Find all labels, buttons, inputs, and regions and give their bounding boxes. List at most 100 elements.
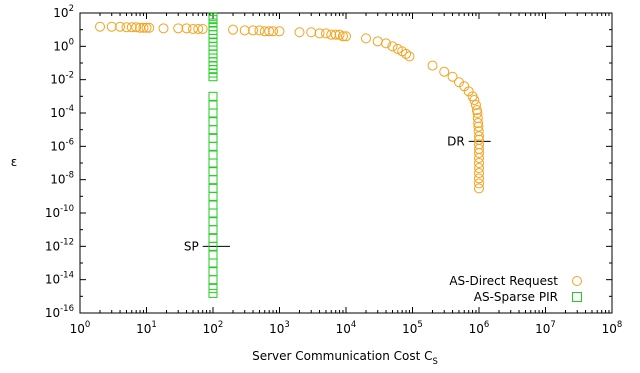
x-axis-label: Server Communication Cost CS (252, 349, 438, 367)
point-as-direct-request (469, 95, 480, 106)
point-as-direct-request (121, 22, 132, 33)
point-as-direct-request (306, 27, 317, 38)
point-as-sparse-pir (208, 283, 218, 293)
point-as-sparse-pir (208, 158, 218, 168)
annotation-label-dr: DR (447, 134, 465, 148)
point-as-direct-request (115, 21, 126, 32)
y-tick-label: 100 (53, 37, 74, 53)
point-as-direct-request (474, 173, 484, 184)
point-as-direct-request (472, 108, 483, 118)
point-as-direct-request (173, 23, 184, 34)
point-as-direct-request (187, 23, 198, 34)
point-as-sparse-pir (208, 167, 218, 177)
point-as-sparse-pir (208, 100, 218, 110)
point-as-direct-request (144, 22, 155, 33)
point-as-direct-request (106, 21, 117, 32)
point-as-direct-request (387, 41, 398, 52)
point-as-direct-request (197, 23, 208, 34)
point-as-direct-request (474, 158, 484, 168)
point-as-direct-request (264, 26, 275, 37)
x-tick-label: 100 (70, 320, 91, 336)
x-tick-label: 106 (469, 320, 490, 336)
point-as-sparse-pir (208, 233, 218, 243)
point-as-direct-request (181, 23, 192, 34)
point-as-direct-request (473, 126, 484, 137)
point-as-sparse-pir (208, 275, 218, 285)
point-as-sparse-pir (208, 250, 218, 260)
plot-frame (79, 12, 613, 314)
point-as-direct-request (131, 22, 142, 33)
point-as-direct-request (228, 24, 239, 35)
point-as-sparse-pir (208, 72, 218, 82)
point-as-sparse-pir (208, 267, 218, 277)
legend-label: AS-Direct Request (449, 274, 558, 288)
point-as-direct-request (314, 28, 325, 39)
point-as-direct-request (404, 51, 415, 62)
y-axis-label: ε (11, 155, 18, 169)
point-as-direct-request (330, 29, 341, 40)
point-as-direct-request (138, 22, 149, 33)
point-as-direct-request (447, 71, 458, 82)
point-as-sparse-pir (208, 288, 218, 298)
y-tick-label: 10-12 (45, 237, 74, 253)
point-as-direct-request (470, 100, 481, 111)
x-tick-label: 103 (269, 320, 290, 336)
point-as-direct-request (474, 183, 484, 194)
point-as-direct-request (158, 23, 169, 34)
point-as-sparse-pir (208, 225, 218, 235)
x-tick-label: 107 (535, 320, 556, 336)
point-as-sparse-pir (208, 117, 218, 127)
point-as-direct-request (361, 33, 372, 44)
point-as-sparse-pir (208, 91, 218, 101)
point-as-direct-request (372, 36, 383, 47)
point-as-sparse-pir (208, 258, 218, 268)
point-as-direct-request (126, 22, 137, 33)
x-tick-label: 105 (402, 320, 423, 336)
point-as-direct-request (95, 21, 106, 32)
point-as-direct-request (401, 48, 412, 59)
point-as-direct-request (320, 28, 331, 39)
point-as-direct-request (381, 38, 392, 49)
y-tick-label: 10-6 (50, 137, 74, 153)
point-as-sparse-pir (208, 200, 218, 210)
point-as-direct-request (326, 29, 337, 40)
y-tick-label: 10-8 (50, 171, 74, 187)
point-as-direct-request (248, 25, 259, 36)
point-as-direct-request (193, 23, 204, 34)
legend-label: AS-Sparse PIR (474, 290, 558, 304)
point-as-sparse-pir (208, 175, 218, 185)
point-as-direct-request (474, 168, 484, 179)
point-as-sparse-pir (208, 183, 218, 193)
point-as-direct-request (427, 60, 438, 71)
point-as-direct-request (474, 147, 484, 158)
point-as-sparse-pir (208, 141, 218, 151)
point-as-direct-request (474, 131, 484, 142)
point-as-direct-request (141, 22, 152, 33)
point-as-direct-request (294, 27, 305, 38)
point-as-sparse-pir (208, 133, 218, 143)
point-as-direct-request (439, 66, 450, 77)
point-as-direct-request (337, 31, 348, 42)
x-tick-label: 102 (203, 320, 224, 336)
point-as-sparse-pir (208, 191, 218, 201)
point-as-direct-request (474, 152, 484, 163)
point-as-sparse-pir (208, 150, 218, 160)
point-as-sparse-pir (208, 208, 218, 218)
point-as-direct-request (474, 163, 484, 174)
point-as-direct-request (274, 26, 285, 37)
point-as-direct-request (341, 31, 351, 42)
y-tick-label: 10-2 (50, 71, 74, 87)
y-tick-label: 10-14 (45, 271, 74, 287)
point-as-direct-request (268, 26, 279, 37)
point-as-direct-request (259, 26, 270, 37)
legend-marker-square (572, 292, 582, 302)
legend-marker-circle (572, 276, 582, 286)
point-as-direct-request (474, 178, 484, 189)
y-tick-label: 10-4 (50, 104, 74, 120)
point-as-sparse-pir (208, 217, 218, 227)
x-tick-label: 104 (336, 320, 357, 336)
x-tick-label: 108 (602, 320, 623, 336)
x-tick-label: 101 (136, 320, 157, 336)
